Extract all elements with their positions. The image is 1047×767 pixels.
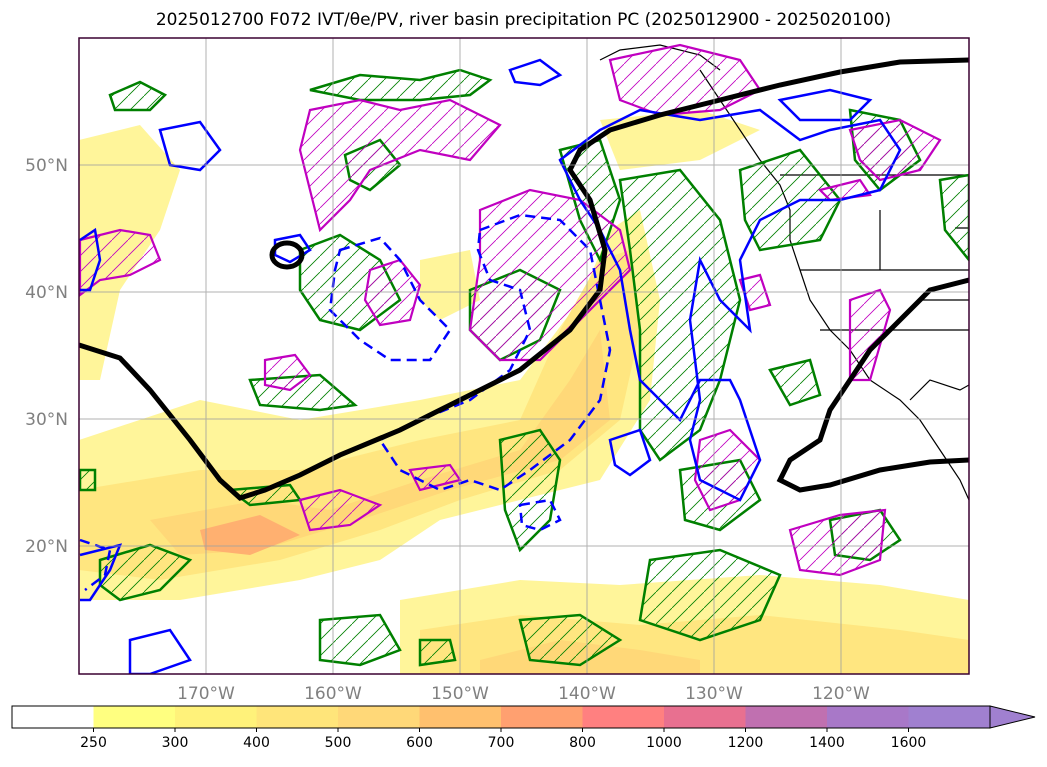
lon-label-130w: 130°W <box>685 684 743 704</box>
colorbar-swatch <box>93 706 176 728</box>
lon-label-170w: 170°W <box>177 684 235 704</box>
colorbar-swatch <box>175 706 257 728</box>
colorbar-tick-label: 500 <box>325 735 352 751</box>
colorbar-swatch <box>664 706 746 728</box>
colorbar-tick-label: 700 <box>488 735 515 751</box>
lon-label-120w: 120°W <box>812 684 870 704</box>
colorbar-swatch <box>908 706 991 728</box>
lat-label-20n: 20°N <box>25 537 68 557</box>
colorbar-tick-label: 250 <box>80 735 107 751</box>
longitude-labels: 170°W 160°W 150°W 140°W 130°W 120°W <box>177 684 870 704</box>
colorbar-swatch <box>338 706 420 728</box>
latitude-labels: 50°N 40°N 30°N 20°N <box>25 156 68 557</box>
colorbar-tick-label: 400 <box>243 735 270 751</box>
lat-label-30n: 30°N <box>25 410 68 430</box>
figure-title: 2025012700 F072 IVT/θe/PV, river basin p… <box>155 10 892 30</box>
map-border <box>78 37 970 675</box>
colorbar-tick-label: 1000 <box>646 735 682 751</box>
theta-e-contours <box>79 58 902 674</box>
colorbar-tick-label: 1200 <box>728 735 764 751</box>
lon-label-140w: 140°W <box>558 684 616 704</box>
colorbar-swatch <box>827 706 909 728</box>
lon-label-150w: 150°W <box>431 684 489 704</box>
colorbar-swatch <box>256 706 339 728</box>
colorbar-tick-label: 1600 <box>891 735 927 751</box>
colorbar-tick-label: 1400 <box>809 735 845 751</box>
colorbar-swatch <box>582 706 665 728</box>
colorbar-swatch <box>419 706 502 728</box>
thick-black-contour <box>79 57 969 501</box>
colorbar-tick-label: 600 <box>406 735 433 751</box>
precip-pc-contours <box>79 43 942 577</box>
lat-label-40n: 40°N <box>25 283 68 303</box>
colorbar: 250 300 400 500 600 700 800 1000 1200 1400 1600 <box>11 705 1036 751</box>
lon-label-160w: 160°W <box>304 684 362 704</box>
graticule <box>79 38 969 674</box>
theta-e-dashed-contours <box>79 213 612 591</box>
colorbar-swatch <box>501 706 583 728</box>
colorbar-swatch <box>745 706 828 728</box>
colorbar-extend-arrow <box>989 705 1036 729</box>
colorbar-tick-label: 800 <box>569 735 596 751</box>
lat-label-50n: 50°N <box>25 156 68 176</box>
colorbar-swatch <box>12 706 94 728</box>
colorbar-tick-label: 300 <box>162 735 189 751</box>
